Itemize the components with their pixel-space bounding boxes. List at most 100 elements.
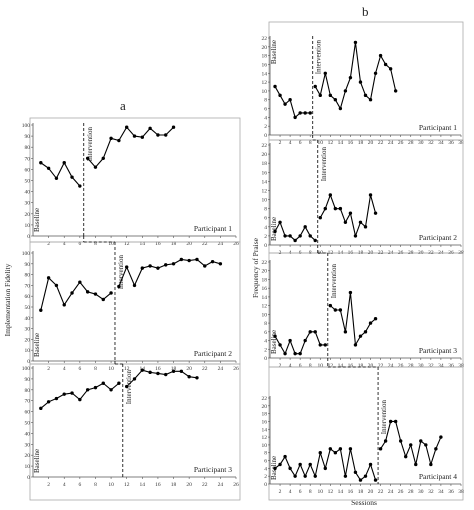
y-tick-label: 100 <box>22 251 31 257</box>
baseline-series-line <box>274 220 316 242</box>
x-tick-label: 18 <box>358 140 364 146</box>
y-tick-label: 8 <box>264 98 267 104</box>
y-tick-label: 16 <box>262 419 268 425</box>
baseline-data-point <box>39 406 43 411</box>
baseline-data-point <box>278 343 282 347</box>
baseline-data-point <box>70 291 74 295</box>
x-tick-label: 8 <box>309 140 312 146</box>
y-tick-label: 2 <box>264 347 267 353</box>
x-tick-label: 26 <box>398 363 404 369</box>
y-tick-label: 0 <box>264 133 267 139</box>
intervention-data-point <box>368 321 373 325</box>
baseline-data-point <box>273 84 277 89</box>
intervention-data-point <box>140 368 145 372</box>
intervention-data-point <box>363 225 368 229</box>
x-tick-label: 18 <box>171 241 177 247</box>
x-tick-label: 8 <box>309 363 312 369</box>
x-tick-label: 24 <box>218 482 224 488</box>
baseline-data-point <box>70 391 74 395</box>
y-tick-label: 10 <box>262 89 268 95</box>
y-tick-label: 8 <box>264 321 267 327</box>
x-tick-label: 20 <box>368 140 374 146</box>
baseline-data-point <box>353 470 358 474</box>
intervention-series-line <box>87 126 174 169</box>
x-tick-label: 16 <box>155 482 161 488</box>
y-tick-label: 10 <box>25 223 31 229</box>
baseline-data-point <box>303 338 307 343</box>
baseline-data-point <box>283 102 287 106</box>
x-tick-label: 38 <box>458 363 464 369</box>
baseline-data-point <box>62 161 66 165</box>
intervention-series-line <box>319 193 377 238</box>
intervention-data-point <box>313 84 317 89</box>
x-tick-label: 16 <box>348 363 354 369</box>
y-tick-label: 80 <box>25 388 31 394</box>
panel-frame <box>29 363 241 501</box>
x-tick-label: 4 <box>63 482 66 488</box>
intervention-data-point <box>338 308 343 312</box>
intervention-data-point <box>179 369 184 373</box>
intervention-data-point <box>353 343 358 347</box>
x-tick-label: 22 <box>378 140 384 146</box>
y-tick-label: 100 <box>22 123 31 129</box>
y-tick-label: 6 <box>264 330 267 336</box>
intervention-data-point <box>187 258 191 263</box>
x-tick-label: 10 <box>318 140 324 146</box>
intervention-label: Intervention <box>330 264 338 299</box>
y-tick-label: 2 <box>264 474 267 480</box>
x-tick-label: 12 <box>328 489 334 495</box>
baseline-data-point <box>46 276 51 280</box>
y-tick-label: 50 <box>25 179 31 185</box>
baseline-data-point <box>298 234 302 238</box>
baseline-data-point <box>278 93 282 98</box>
intervention-data-point <box>323 206 327 211</box>
baseline-data-point <box>303 111 307 115</box>
x-tick-label: 4 <box>289 489 292 495</box>
intervention-data-point <box>148 264 152 268</box>
baseline-data-point <box>333 451 338 455</box>
baseline-data-point <box>313 238 317 243</box>
y-tick-label: 70 <box>25 399 31 405</box>
baseline-data-point <box>298 462 302 467</box>
baseline-data-point <box>93 385 98 390</box>
x-tick-label: 22 <box>202 366 208 372</box>
intervention-data-point <box>358 80 363 84</box>
intervention-data-point <box>328 303 333 308</box>
intervention-data-point <box>414 462 418 467</box>
y-tick-label: 6 <box>264 459 267 465</box>
baseline-data-point <box>298 111 302 115</box>
baseline-label: Baseline <box>270 40 278 64</box>
y-tick-label: 100 <box>22 366 31 372</box>
intervention-series-line <box>118 258 221 287</box>
x-tick-label: 36 <box>448 489 454 495</box>
baseline-data-point <box>273 466 277 471</box>
baseline-series-line <box>40 161 81 187</box>
figure-b-label: b <box>362 4 369 19</box>
intervention-label: Intervention <box>320 147 328 182</box>
intervention-data-point <box>368 193 373 197</box>
baseline-data-point <box>293 474 297 478</box>
baseline-data-point <box>313 474 317 478</box>
baseline-data-point <box>318 343 322 347</box>
y-tick-label: 0 <box>264 243 267 249</box>
y-tick-label: 18 <box>262 412 268 418</box>
intervention-series-line <box>380 420 442 467</box>
y-tick-label: 10 <box>25 464 31 470</box>
intervention-data-point <box>195 257 199 262</box>
baseline-data-point <box>62 392 66 396</box>
intervention-data-point <box>156 133 160 137</box>
y-tick-label: 20 <box>25 337 31 343</box>
y-tick-label: 20 <box>262 269 268 275</box>
x-tick-label: 22 <box>378 489 384 495</box>
baseline-data-point <box>54 176 59 180</box>
y-tick-label: 40 <box>25 316 31 322</box>
baseline-data-point <box>343 474 348 478</box>
baseline-data-point <box>308 234 312 238</box>
intervention-data-point <box>140 266 145 270</box>
intervention-data-point <box>338 106 343 111</box>
baseline-data-point <box>298 351 302 356</box>
intervention-data-point <box>195 376 199 380</box>
